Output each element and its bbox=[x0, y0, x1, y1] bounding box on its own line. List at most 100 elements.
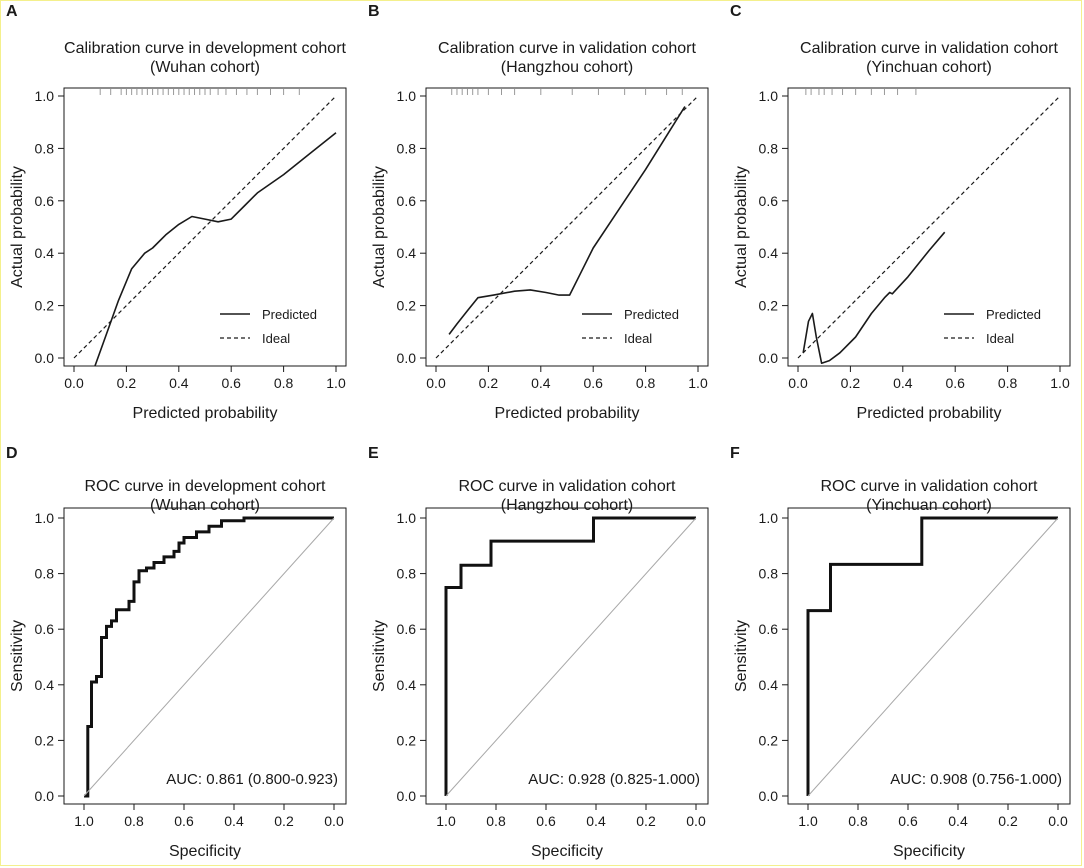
x-tick-label: 0.8 bbox=[274, 375, 294, 391]
y-tick-label: 1.0 bbox=[759, 510, 779, 526]
x-tick-label: 1.0 bbox=[326, 375, 346, 391]
x-tick-label: 0.6 bbox=[174, 813, 194, 829]
panel-letter: E bbox=[368, 445, 379, 462]
panel-e: E ROC curve in validation cohort (Hangzhou… bbox=[362, 434, 722, 868]
x-tick-label: 0.6 bbox=[898, 813, 918, 829]
roc-curve bbox=[84, 516, 334, 798]
x-tick-label: 0.0 bbox=[64, 375, 84, 391]
legend-ideal-label: Ideal bbox=[262, 331, 290, 346]
chart-title-line1: Calibration curve in development cohort bbox=[64, 40, 346, 57]
x-tick-label: 0.4 bbox=[893, 375, 913, 391]
x-tick-label: 0.8 bbox=[124, 813, 144, 829]
y-tick-label: 0.0 bbox=[397, 350, 417, 366]
y-tick-label: 0.4 bbox=[759, 677, 779, 693]
y-tick-label: 0.6 bbox=[759, 193, 779, 209]
x-tick-label: 0.4 bbox=[586, 813, 606, 829]
y-axis-label: Sensitivity bbox=[733, 620, 750, 692]
x-tick-label: 1.0 bbox=[798, 813, 818, 829]
y-tick-label: 0.0 bbox=[35, 788, 55, 804]
x-tick-label: 0.8 bbox=[486, 813, 506, 829]
calibration-chart-a: A Calibration curve in development cohort… bbox=[6, 3, 347, 422]
y-tick-label: 0.0 bbox=[35, 350, 55, 366]
x-tick-label: 1.0 bbox=[1050, 375, 1070, 391]
reference-diagonal bbox=[445, 517, 697, 797]
y-tick-label: 0.4 bbox=[397, 677, 417, 693]
chart-title-line1: Calibration curve in validation cohort bbox=[438, 40, 696, 57]
panel-b: B Calibration curve in validation cohort (… bbox=[362, 0, 722, 434]
roc-curve bbox=[444, 516, 696, 796]
x-axis-label: Specificity bbox=[169, 843, 241, 860]
x-tick-label: 0.6 bbox=[945, 375, 965, 391]
y-tick-label: 0.8 bbox=[397, 140, 417, 156]
y-tick-label: 0.2 bbox=[759, 732, 779, 748]
y-tick-label: 0.0 bbox=[759, 350, 779, 366]
x-tick-label: 0.4 bbox=[531, 375, 551, 391]
y-tick-label: 1.0 bbox=[397, 510, 417, 526]
x-tick-label: 0.6 bbox=[583, 375, 603, 391]
y-tick-label: 0.8 bbox=[35, 140, 55, 156]
plot-frame bbox=[425, 87, 709, 367]
y-tick-label: 0.2 bbox=[397, 298, 417, 314]
panel-letter: C bbox=[730, 3, 742, 20]
y-axis-label: Actual probability bbox=[733, 166, 750, 288]
chart-title-line2: (Hangzhou cohort) bbox=[501, 497, 634, 514]
chart-title-line1: ROC curve in validation cohort bbox=[459, 478, 677, 495]
roc-chart-f: F ROC curve in validation cohort (Yinchuan… bbox=[730, 445, 1071, 860]
data-layer bbox=[806, 516, 1059, 797]
data-layer bbox=[444, 516, 697, 797]
calibration-chart-b: B Calibration curve in validation cohort (… bbox=[368, 3, 709, 422]
x-tick-label: 0.2 bbox=[479, 375, 499, 391]
y-tick-label: 1.0 bbox=[397, 88, 417, 104]
predicted-line bbox=[802, 231, 946, 365]
x-tick-label: 0.2 bbox=[636, 813, 656, 829]
x-tick-label: 0.2 bbox=[841, 375, 861, 391]
data-layer bbox=[797, 89, 1061, 365]
y-axis-label: Actual probability bbox=[371, 166, 388, 288]
panel-f: F ROC curve in validation cohort (Yinchuan… bbox=[724, 434, 1084, 868]
roc-curve bbox=[806, 516, 1058, 796]
y-tick-label: 0.8 bbox=[759, 566, 779, 582]
chart-title-line2: (Wuhan cohort) bbox=[150, 59, 260, 76]
x-axis-label: Predicted probability bbox=[133, 405, 278, 422]
panel-letter: A bbox=[6, 3, 18, 20]
x-tick-label: 0.4 bbox=[169, 375, 189, 391]
x-tick-label: 0.0 bbox=[324, 813, 344, 829]
ideal-line bbox=[73, 95, 337, 359]
panel-letter: D bbox=[6, 445, 18, 462]
y-tick-label: 1.0 bbox=[35, 88, 55, 104]
x-tick-label: 1.0 bbox=[688, 375, 708, 391]
y-tick-label: 0.6 bbox=[35, 621, 55, 637]
panel-d: D ROC curve in development cohort (Wuhan c… bbox=[0, 434, 360, 868]
ideal-line bbox=[435, 95, 699, 359]
reference-diagonal bbox=[807, 517, 1059, 797]
y-tick-label: 0.8 bbox=[35, 566, 55, 582]
chart-title-line2: (Yinchuan cohort) bbox=[866, 59, 992, 76]
calibration-chart-c: C Calibration curve in validation cohort (… bbox=[730, 3, 1071, 422]
plot-frame bbox=[425, 507, 709, 805]
panel-letter: B bbox=[368, 3, 380, 20]
x-tick-label: 0.4 bbox=[224, 813, 244, 829]
y-tick-label: 1.0 bbox=[35, 510, 55, 526]
reference-diagonal bbox=[83, 517, 335, 797]
predicted-line bbox=[94, 132, 337, 366]
auc-label: AUC: 0.908 (0.756-1.000) bbox=[890, 771, 1062, 788]
chart-title-line1: ROC curve in development cohort bbox=[85, 478, 327, 495]
y-tick-label: 0.8 bbox=[397, 566, 417, 582]
x-tick-label: 0.6 bbox=[536, 813, 556, 829]
y-tick-label: 0.0 bbox=[759, 788, 779, 804]
legend-predicted-label: Predicted bbox=[986, 307, 1041, 322]
y-tick-label: 0.2 bbox=[759, 298, 779, 314]
x-axis-label: Specificity bbox=[893, 843, 965, 860]
y-tick-label: 0.0 bbox=[397, 788, 417, 804]
y-tick-label: 1.0 bbox=[759, 88, 779, 104]
y-tick-label: 0.6 bbox=[397, 193, 417, 209]
y-tick-label: 0.2 bbox=[397, 732, 417, 748]
y-axis-label: Actual probability bbox=[9, 166, 26, 288]
data-layer bbox=[83, 516, 335, 798]
y-tick-label: 0.4 bbox=[35, 245, 55, 261]
x-tick-label: 0.4 bbox=[948, 813, 968, 829]
x-tick-label: 0.2 bbox=[117, 375, 137, 391]
plot-frame bbox=[787, 507, 1071, 805]
plot-frame bbox=[787, 87, 1071, 367]
y-axis-label: Sensitivity bbox=[9, 620, 26, 692]
